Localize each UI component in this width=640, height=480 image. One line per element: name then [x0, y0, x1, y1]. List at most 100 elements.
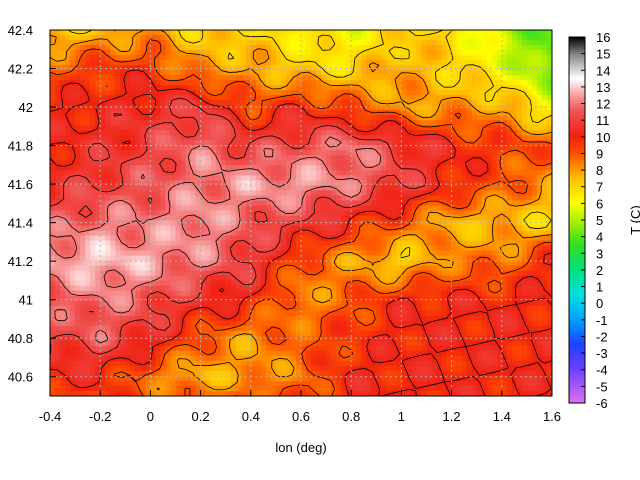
- heatmap-cell: [230, 225, 237, 232]
- heatmap-cell: [421, 80, 428, 86]
- heatmap-cell: [205, 70, 212, 76]
- heatmap-cell: [336, 85, 342, 91]
- heatmap-cell: [130, 235, 136, 242]
- heatmap-cell: [336, 190, 342, 197]
- heatmap-cell: [496, 220, 503, 227]
- heatmap-cell: [536, 185, 543, 192]
- heatmap-cell: [506, 115, 513, 121]
- heatmap-cell: [175, 190, 182, 197]
- heatmap-cell: [290, 150, 297, 156]
- heatmap-cell: [321, 180, 327, 187]
- heatmap-cell: [185, 205, 192, 212]
- heatmap-cell: [401, 225, 408, 232]
- heatmap-cell: [461, 105, 468, 111]
- heatmap-cell: [295, 155, 302, 161]
- heatmap-cell: [516, 160, 523, 166]
- heatmap-cell: [541, 215, 548, 222]
- heatmap-cell: [85, 95, 91, 101]
- heatmap-cell: [401, 220, 408, 227]
- heatmap-cell: [290, 65, 297, 71]
- heatmap-cell: [290, 40, 297, 46]
- heatmap-cell: [351, 95, 357, 101]
- heatmap-cell: [60, 155, 66, 161]
- heatmap-cell: [541, 110, 548, 116]
- heatmap-cell: [270, 160, 277, 166]
- heatmap-cell: [140, 165, 146, 171]
- heatmap-cell: [135, 75, 141, 81]
- heatmap-cell: [486, 210, 493, 217]
- heatmap-cell: [125, 75, 131, 81]
- heatmap-cell: [471, 55, 478, 61]
- heatmap-cell: [70, 95, 76, 101]
- heatmap-cell: [326, 115, 332, 121]
- heatmap-cell: [60, 55, 66, 61]
- heatmap-cell: [431, 270, 438, 277]
- heatmap-cell: [501, 150, 508, 156]
- heatmap-cell: [356, 165, 362, 171]
- heatmap-cell: [366, 135, 372, 141]
- heatmap-cell: [150, 160, 157, 166]
- heatmap-cell: [145, 230, 151, 237]
- heatmap-cell: [155, 150, 162, 156]
- heatmap-cell: [290, 160, 297, 166]
- heatmap-cell: [55, 275, 61, 282]
- heatmap-cell: [135, 95, 141, 101]
- heatmap-cell: [501, 265, 508, 272]
- heatmap-cell: [476, 35, 483, 41]
- heatmap-cell: [240, 145, 247, 151]
- heatmap-cell: [65, 240, 71, 247]
- heatmap-cell: [486, 120, 493, 126]
- heatmap-cell: [506, 230, 513, 237]
- heatmap-cell: [531, 75, 538, 81]
- heatmap-cell: [210, 140, 217, 146]
- heatmap-cell: [95, 80, 101, 86]
- heatmap-cell: [175, 165, 182, 171]
- heatmap-cell: [130, 170, 136, 176]
- heatmap-cell: [280, 115, 287, 121]
- heatmap-cell: [65, 40, 71, 46]
- heatmap-cell: [265, 35, 272, 41]
- heatmap-cell: [446, 175, 453, 182]
- heatmap-cell: [541, 55, 548, 61]
- heatmap-cell: [386, 30, 392, 36]
- heatmap-cell: [155, 120, 162, 126]
- heatmap-cell: [155, 55, 162, 61]
- heatmap-cell: [461, 115, 468, 121]
- heatmap-cell: [306, 250, 312, 257]
- heatmap-cell: [536, 145, 543, 151]
- heatmap-cell: [526, 45, 533, 51]
- heatmap-cell: [185, 145, 192, 151]
- heatmap-cell: [391, 220, 397, 227]
- heatmap-cell: [341, 195, 347, 202]
- heatmap-cell: [456, 175, 463, 182]
- heatmap-cell: [326, 180, 332, 187]
- heatmap-cell: [471, 245, 478, 252]
- heatmap-cell: [285, 110, 292, 116]
- heatmap-cell: [471, 220, 478, 227]
- heatmap-cell: [491, 125, 498, 131]
- heatmap-cell: [301, 35, 307, 41]
- heatmap-cell: [341, 140, 347, 146]
- heatmap-cell: [90, 195, 96, 202]
- heatmap-cell: [406, 30, 413, 36]
- heatmap-cell: [306, 225, 312, 232]
- heatmap-cell: [401, 240, 408, 247]
- heatmap-cell: [536, 55, 543, 61]
- heatmap-cell: [75, 255, 81, 262]
- heatmap-cell: [506, 210, 513, 217]
- heatmap-cell: [386, 120, 392, 126]
- heatmap-cell: [431, 160, 438, 166]
- heatmap-cell: [381, 65, 387, 71]
- heatmap-cell: [361, 210, 367, 217]
- heatmap-cell: [85, 60, 91, 66]
- heatmap-cell: [80, 145, 86, 151]
- heatmap-cell: [115, 125, 121, 131]
- heatmap-cell: [145, 215, 151, 222]
- heatmap-cell: [531, 125, 538, 131]
- heatmap-cell: [75, 140, 81, 146]
- heatmap-cell: [75, 220, 81, 227]
- heatmap-cell: [441, 255, 448, 262]
- heatmap-cell: [280, 180, 287, 187]
- heatmap-cell: [491, 50, 498, 56]
- heatmap-cell: [481, 225, 488, 232]
